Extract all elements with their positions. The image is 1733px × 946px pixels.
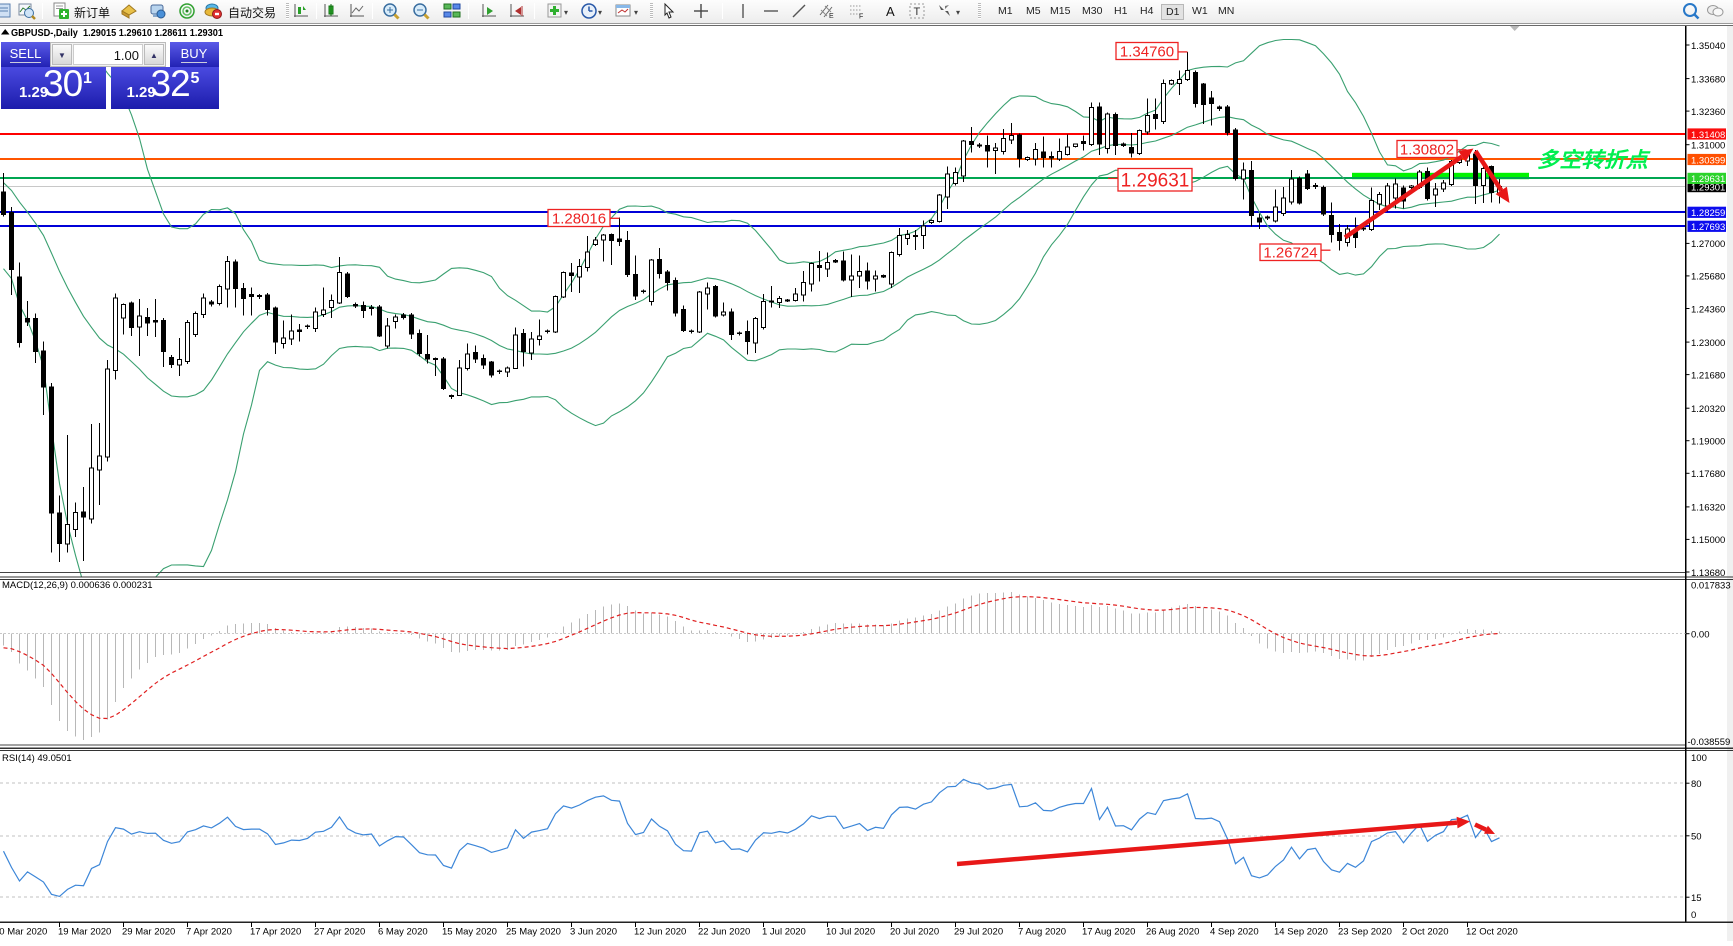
svg-text:1.17680: 1.17680 (1691, 469, 1725, 480)
svg-text:1 Jul 2020: 1 Jul 2020 (762, 927, 806, 938)
svg-text:27 Apr 2020: 27 Apr 2020 (314, 927, 365, 938)
svg-text:1.29631: 1.29631 (1691, 174, 1725, 185)
svg-text:1.33680: 1.33680 (1691, 74, 1725, 85)
svg-text:20 Jul 2020: 20 Jul 2020 (890, 927, 939, 938)
svg-text:1.27000: 1.27000 (1691, 239, 1725, 250)
svg-text:25 May 2020: 25 May 2020 (506, 927, 561, 938)
svg-text:23 Sep 2020: 23 Sep 2020 (1338, 927, 1392, 938)
svg-text:0.00: 0.00 (1691, 630, 1710, 641)
svg-text:E: E (829, 13, 834, 20)
svg-text:14 Sep 2020: 14 Sep 2020 (1274, 927, 1328, 938)
svg-text:1.27693: 1.27693 (1691, 222, 1725, 233)
svg-text:1.30399: 1.30399 (1691, 155, 1725, 166)
svg-text:1.21680: 1.21680 (1691, 370, 1725, 381)
svg-text:15 May 2020: 15 May 2020 (442, 927, 497, 938)
svg-text:10 Jul 2020: 10 Jul 2020 (826, 927, 875, 938)
svg-text:-0.038559: -0.038559 (1688, 737, 1731, 748)
svg-text:7 Aug 2020: 7 Aug 2020 (1018, 927, 1066, 938)
svg-text:RSI(14) 49.0501: RSI(14) 49.0501 (2, 753, 72, 764)
svg-text:1.16320: 1.16320 (1691, 503, 1725, 514)
svg-text:1.13680: 1.13680 (1691, 568, 1725, 579)
svg-text:1.34760: 1.34760 (1120, 43, 1174, 60)
svg-text:多空转折点: 多空转折点 (1537, 148, 1651, 172)
svg-text:MACD(12,26,9) 0.000636 0.00023: MACD(12,26,9) 0.000636 0.000231 (2, 580, 153, 591)
svg-text:1.28259: 1.28259 (1691, 208, 1725, 219)
svg-text:17 Aug 2020: 17 Aug 2020 (1082, 927, 1135, 938)
svg-text:29 Mar 2020: 29 Mar 2020 (122, 927, 175, 938)
svg-text:4 Sep 2020: 4 Sep 2020 (1210, 927, 1259, 938)
svg-text:1.32360: 1.32360 (1691, 107, 1725, 118)
svg-text:1.15000: 1.15000 (1691, 535, 1725, 546)
svg-text:22 Jun 2020: 22 Jun 2020 (698, 927, 750, 938)
svg-text:2 Oct 2020: 2 Oct 2020 (1402, 927, 1448, 938)
svg-text:1.29301: 1.29301 (1691, 182, 1725, 193)
svg-text:100: 100 (1691, 753, 1707, 764)
svg-text:F: F (859, 14, 863, 21)
svg-text:6 May 2020: 6 May 2020 (378, 927, 428, 938)
svg-text:29 Jul 2020: 29 Jul 2020 (954, 927, 1003, 938)
svg-text:10 Mar 2020: 10 Mar 2020 (0, 927, 47, 938)
svg-text:1.35040: 1.35040 (1691, 41, 1725, 52)
svg-text:1.29631: 1.29631 (1121, 171, 1190, 192)
svg-text:1.28016: 1.28016 (552, 210, 606, 227)
svg-text:0.017833: 0.017833 (1691, 581, 1731, 592)
svg-text:1.24360: 1.24360 (1691, 304, 1725, 315)
svg-text:12 Oct 2020: 12 Oct 2020 (1466, 927, 1518, 938)
svg-text:1.25680: 1.25680 (1691, 272, 1725, 283)
svg-text:17 Apr 2020: 17 Apr 2020 (250, 927, 301, 938)
svg-text:1.19000: 1.19000 (1691, 437, 1725, 448)
svg-text:3 Jun 2020: 3 Jun 2020 (570, 927, 617, 938)
svg-text:T: T (914, 6, 921, 18)
svg-text:1.23000: 1.23000 (1691, 338, 1725, 349)
svg-text:0: 0 (1691, 910, 1696, 921)
svg-text:1.31000: 1.31000 (1691, 141, 1725, 152)
svg-text:26 Aug 2020: 26 Aug 2020 (1146, 927, 1199, 938)
svg-text:19 Mar 2020: 19 Mar 2020 (58, 927, 111, 938)
svg-text:80: 80 (1691, 779, 1702, 790)
svg-text:15: 15 (1691, 893, 1702, 904)
svg-text:1.31408: 1.31408 (1691, 130, 1725, 141)
svg-text:GBPUSD-,Daily 1.29015 1.29610: GBPUSD-,Daily 1.29015 1.29610 1.28611 1.… (11, 27, 223, 39)
svg-text:12 Jun 2020: 12 Jun 2020 (634, 927, 686, 938)
svg-text:1.26724: 1.26724 (1263, 245, 1317, 262)
svg-text:7 Apr 2020: 7 Apr 2020 (186, 927, 232, 938)
svg-text:50: 50 (1691, 832, 1702, 843)
svg-text:1.30802: 1.30802 (1400, 141, 1454, 158)
svg-text:1.20320: 1.20320 (1691, 404, 1725, 415)
